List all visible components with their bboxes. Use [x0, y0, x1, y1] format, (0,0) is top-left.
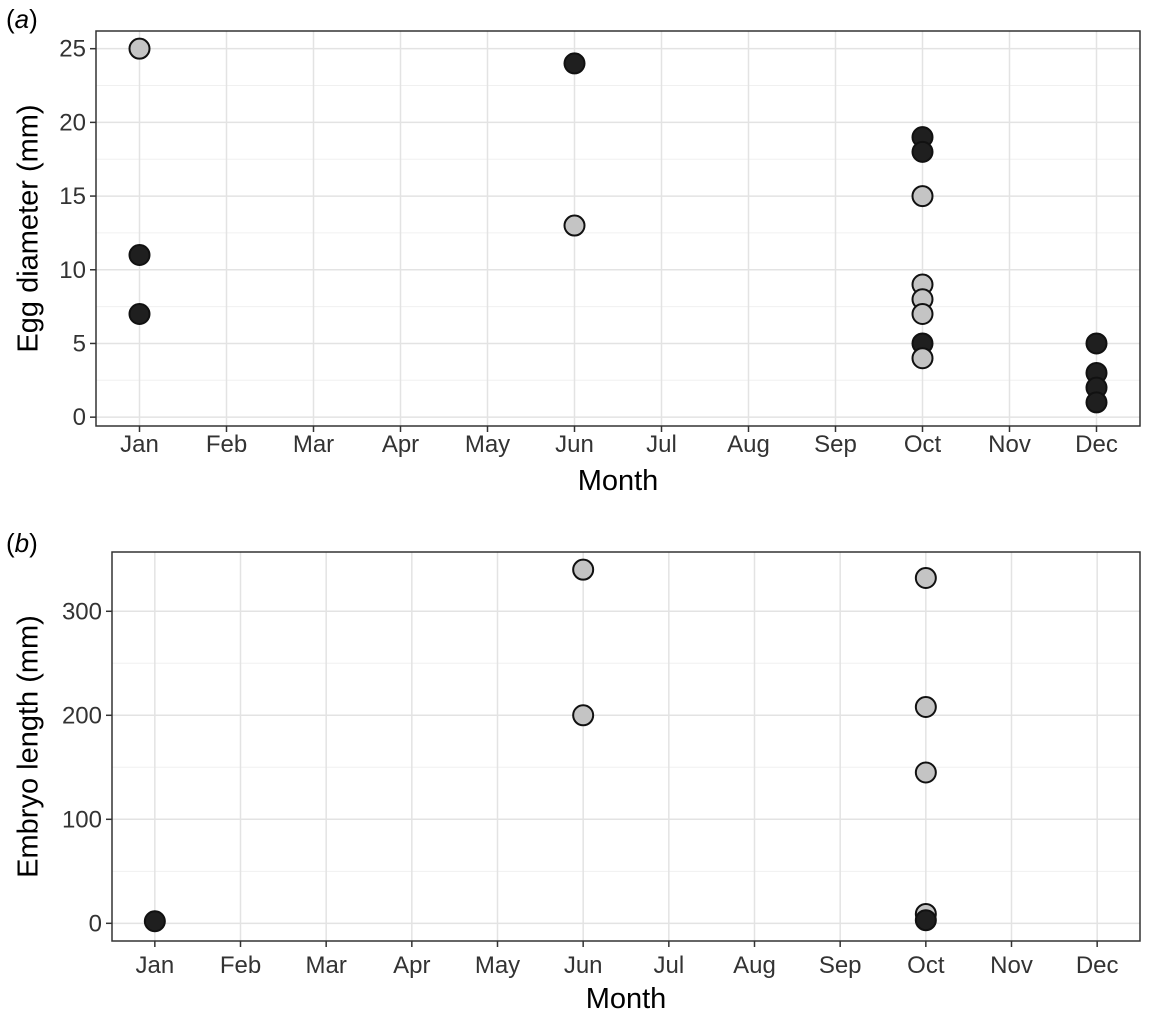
x-tick-label: Apr [382, 431, 419, 458]
x-axis-title: Month [578, 465, 659, 497]
data-point [911, 347, 934, 370]
y-tick-label: 10 [59, 257, 86, 284]
data-point [1085, 332, 1108, 355]
data-point [911, 140, 934, 163]
x-tick-label: Dec [1076, 952, 1119, 979]
data-point [143, 910, 166, 933]
x-tick-label: Mar [305, 952, 346, 979]
data-point [914, 909, 937, 932]
x-tick-label: Oct [907, 952, 945, 979]
panel-label: (b) [6, 528, 38, 558]
x-tick-label: Feb [220, 952, 261, 979]
x-tick-label: Mar [293, 431, 334, 458]
data-point [563, 52, 586, 75]
plot-border [111, 551, 1141, 942]
y-tick-label: 100 [62, 806, 102, 833]
y-tick-label: 0 [89, 910, 102, 937]
x-axis-title: Month [586, 983, 667, 1015]
y-tick-label: 0 [73, 404, 86, 431]
plot-border [95, 30, 1141, 427]
panel-a: 0 5 10 15 20 25 Jan Feb Mar Apr May Jun Jul Aug Sep Oct… [6, 4, 1141, 497]
panel-label: (a) [6, 4, 38, 34]
x-tick-label: Aug [733, 952, 776, 979]
data-point [563, 214, 586, 237]
x-tick-label: May [475, 952, 520, 979]
y-tick-label: 25 [59, 36, 86, 63]
x-tick-label: Jan [135, 952, 174, 979]
data-point [1085, 391, 1108, 414]
data-point [911, 302, 934, 325]
plot-background [112, 552, 1140, 941]
x-tick-label: Aug [727, 431, 770, 458]
x-tick-label: Jan [120, 431, 159, 458]
x-tick-label: Dec [1075, 431, 1118, 458]
data-point [572, 704, 595, 727]
data-point [572, 558, 595, 581]
data-point [914, 695, 937, 718]
x-tick-label: May [465, 431, 510, 458]
x-tick-label: Jun [564, 952, 603, 979]
panel-b: 0 100 200 300 Jan Feb Mar Apr May Jun Jul Aug Sep Oct… [6, 528, 1141, 1015]
y-tick-label: 20 [59, 109, 86, 136]
x-tick-label: Jun [555, 431, 594, 458]
y-tick-label: 200 [62, 702, 102, 729]
x-tick-label: Nov [988, 431, 1031, 458]
data-point [914, 761, 937, 784]
x-tick-label: Nov [990, 952, 1033, 979]
y-tick-label: 5 [73, 330, 86, 357]
y-tick-label: 300 [62, 598, 102, 625]
plot-background [96, 31, 1140, 426]
y-axis-title: Embryo length (mm) [13, 615, 45, 878]
y-tick-label: 15 [59, 183, 86, 210]
data-point [128, 244, 151, 267]
x-tick-label: Sep [814, 431, 857, 458]
data-point [128, 302, 151, 325]
x-tick-label: Feb [206, 431, 247, 458]
y-axis-title: Egg diameter (mm) [13, 104, 45, 352]
x-tick-label: Jul [653, 952, 684, 979]
x-tick-label: Sep [819, 952, 862, 979]
x-tick-label: Oct [904, 431, 942, 458]
data-point [911, 185, 934, 208]
x-tick-label: Apr [393, 952, 430, 979]
data-point [128, 37, 151, 60]
data-point [914, 567, 937, 590]
x-tick-label: Jul [646, 431, 677, 458]
